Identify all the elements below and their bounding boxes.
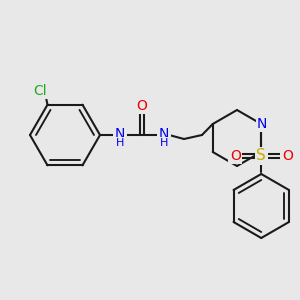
Text: N: N	[159, 127, 169, 141]
Text: H: H	[160, 138, 168, 148]
Text: S: S	[256, 148, 266, 164]
Text: H: H	[116, 138, 124, 148]
Text: N: N	[115, 127, 125, 141]
Text: Cl: Cl	[34, 84, 47, 98]
Text: O: O	[136, 99, 147, 113]
Text: O: O	[230, 149, 241, 163]
Text: O: O	[282, 149, 293, 163]
Text: N: N	[257, 117, 267, 131]
